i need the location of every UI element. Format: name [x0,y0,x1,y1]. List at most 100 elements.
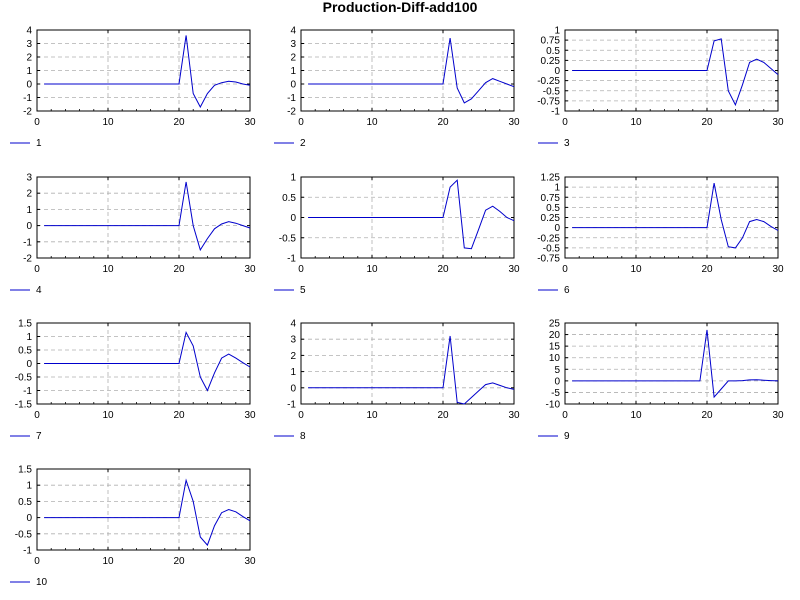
plot-frame [564,29,779,112]
plot-frame [36,322,251,405]
x-tick-label: 30 [508,410,520,421]
figure-title: Production-Diff-add100 [322,0,478,15]
panel-2: -2 -1 0 1 2 3 4 0 10 20 30 2 [274,26,520,149]
x-tick-label: 0 [34,556,40,567]
plot-frame [300,322,515,405]
y-tick-label: 3 [26,173,32,184]
y-tick-label: 1.5 [18,465,32,476]
x-tick-label: 0 [562,117,568,128]
y-tick-label: 15 [549,342,561,353]
y-tick-label: 1.25 [541,173,561,184]
y-tick-label: 0 [554,223,560,234]
series-line-9 [572,329,779,399]
y-tick-label: 2 [26,189,32,200]
y-tick-label: -1.5 [15,400,33,411]
y-tick-label: 0 [26,80,32,91]
plot-frame [36,29,251,112]
y-tick-label: 0.75 [541,193,561,204]
legend-label: 10 [36,577,48,588]
x-tick-label: 10 [102,556,114,567]
series-line-5 [308,179,515,250]
x-tick-label: 30 [244,410,256,421]
y-tick-label: 0.75 [541,36,561,47]
y-tick-label: 4 [290,319,296,330]
x-tick-label: 30 [772,117,784,128]
y-tick-label: -2 [23,107,32,118]
series-line-6 [572,183,779,249]
y-tick-label: 0 [290,80,296,91]
legend-label: 9 [564,431,570,442]
plot-frame [300,29,515,112]
y-tick-label: 0.25 [541,56,561,67]
y-tick-label: 0.5 [18,346,32,357]
y-tick-label: 25 [549,319,561,330]
legend-label: 3 [564,138,570,149]
y-tick-label: -1 [287,254,296,265]
x-tick-label: 30 [508,117,520,128]
legend-label: 7 [36,431,42,442]
plot-frame [564,322,779,405]
y-tick-label: 5 [554,365,560,376]
x-tick-label: 30 [508,264,520,275]
x-tick-label: 30 [772,264,784,275]
y-tick-label: 1 [554,183,560,194]
y-tick-label: 1.5 [18,319,32,330]
y-tick-label: -1 [551,107,560,118]
x-tick-label: 0 [562,264,568,275]
x-tick-label: 10 [102,117,114,128]
y-tick-label: 1 [290,173,296,184]
x-tick-label: 0 [298,264,304,275]
y-tick-label: 2 [26,53,32,64]
x-tick-label: 30 [772,410,784,421]
x-tick-label: 0 [298,410,304,421]
x-tick-label: 10 [366,264,378,275]
y-tick-label: -0.25 [537,233,560,244]
x-tick-label: 30 [244,556,256,567]
y-tick-label: -0.5 [15,373,33,384]
y-tick-label: 1 [290,66,296,77]
legend-label: 6 [564,285,570,296]
x-tick-label: 0 [34,264,40,275]
y-tick-label: 4 [290,26,296,37]
series-line-2 [308,38,515,104]
y-tick-label: -2 [287,107,296,118]
y-tick-label: 0 [554,376,560,387]
series-line-4 [44,181,251,252]
legend-label: 8 [300,431,306,442]
y-tick-label: 1 [554,26,560,37]
y-tick-label: 0.5 [546,46,560,57]
y-tick-label: -0.75 [537,96,560,107]
legend-label: 5 [300,285,306,296]
y-tick-label: -0.5 [279,233,297,244]
y-tick-label: 20 [549,330,561,341]
x-tick-label: 10 [102,410,114,421]
panel-7: -1.5 -1 -0.5 0 0.5 1 1.5 0 10 20 30 7 [10,319,256,442]
series-line-3 [572,38,779,107]
y-tick-label: -1 [23,546,32,557]
y-tick-label: -1 [287,400,296,411]
y-tick-label: 1 [26,481,32,492]
y-tick-label: -0.5 [15,529,33,540]
y-tick-label: -0.5 [543,86,561,97]
legend-label: 4 [36,285,42,296]
x-tick-label: 0 [34,117,40,128]
y-tick-label: 0 [554,66,560,77]
x-tick-label: 10 [102,264,114,275]
series-line-7 [44,330,251,392]
y-tick-label: 3 [26,39,32,50]
y-tick-label: -1 [287,93,296,104]
y-tick-label: 0 [26,221,32,232]
y-tick-label: 4 [26,26,32,37]
y-tick-label: -0.75 [537,254,560,265]
y-tick-label: 1 [290,367,296,378]
y-tick-label: -2 [23,254,32,265]
y-tick-label: 0 [26,359,32,370]
y-tick-label: 0 [290,213,296,224]
panel-5: -1-0.500.510 10 20 305 [274,173,520,296]
x-tick-label: 10 [366,410,378,421]
